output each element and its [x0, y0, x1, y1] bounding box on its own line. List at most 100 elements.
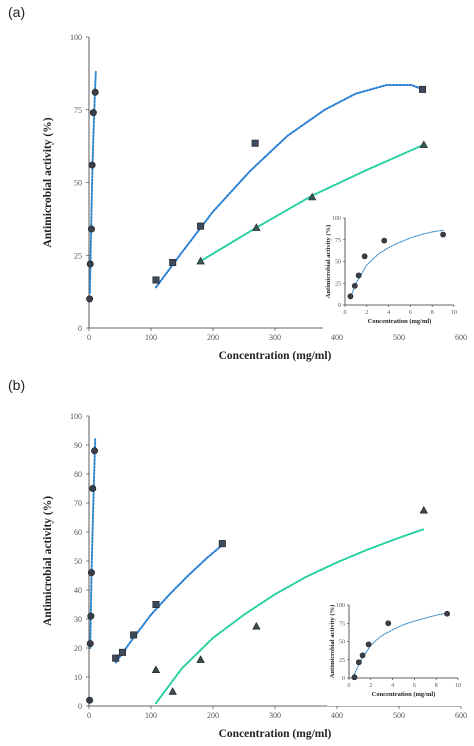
inset-y-axis-title: Antimicrobial activity (%): [325, 225, 332, 299]
x-tick-label: 0: [87, 333, 91, 342]
y-tick-label: 40: [74, 586, 82, 595]
y-tick-label: 10: [74, 673, 82, 682]
data-point: [169, 259, 177, 267]
x-tick-label: 10: [451, 310, 457, 316]
y-tick-label: 50: [74, 179, 82, 188]
x-tick-label: 400: [331, 711, 343, 720]
y-tick-label: 75: [335, 238, 341, 244]
x-tick-label: 600: [455, 333, 467, 342]
data-point: [86, 640, 94, 648]
data-point: [444, 610, 450, 617]
x-tick-label: 4: [391, 683, 394, 689]
y-tick-label: 50: [335, 260, 341, 266]
data-point: [197, 222, 205, 230]
x-tick-label: 500: [393, 333, 405, 342]
trend-line: [114, 544, 224, 664]
x-tick-label: 400: [331, 333, 343, 342]
x-tick-label: 300: [269, 333, 281, 342]
data-point: [91, 88, 99, 96]
chart-panel-b: (b) 0 100 200 300 400 500 600 0 10 20 30 40 50 60 70 80…: [0, 373, 474, 746]
y-tick-label: 25: [339, 658, 345, 664]
x-tick-label: 100: [145, 711, 157, 720]
y-tick-label: 100: [70, 412, 82, 421]
data-point: [251, 139, 259, 147]
data-point: [89, 109, 97, 117]
trend-line: [349, 229, 444, 299]
data-point: [87, 225, 95, 233]
y-axis-title: Antimicrobial activity (%): [42, 496, 54, 626]
data-point: [86, 295, 94, 303]
trend-line: [353, 612, 448, 675]
y-tick-label: 0: [78, 324, 82, 333]
inset-x-axis-title: Concentration (mg/ml): [368, 318, 432, 325]
x-tick-label: 0: [344, 310, 347, 316]
data-point: [86, 260, 94, 268]
x-tick-label: 200: [207, 711, 219, 720]
x-tick-label: 500: [393, 711, 405, 720]
trend-line: [155, 84, 424, 289]
data-point: [365, 641, 372, 648]
data-point: [252, 621, 261, 630]
inset-background: [327, 599, 466, 706]
x-tick-label: 300: [269, 711, 281, 720]
data-point: [355, 272, 362, 279]
data-point: [308, 192, 317, 201]
y-tick-label: 75: [339, 621, 345, 627]
x-tick-label: 0: [87, 711, 91, 720]
y-tick-label: 70: [74, 499, 82, 508]
trend-line: [89, 438, 97, 649]
inset-y-axis-title: Antimicrobial activity (%): [329, 605, 336, 679]
data-point: [440, 231, 446, 238]
y-tick-label: 60: [74, 528, 82, 537]
data-point: [86, 696, 94, 704]
data-point: [89, 485, 97, 493]
x-tick-label: 200: [207, 333, 219, 342]
x-tick-label: 8: [431, 310, 434, 316]
x-tick-label: 600: [455, 711, 467, 720]
x-tick-label: 4: [387, 310, 390, 316]
data-point: [112, 654, 120, 662]
x-tick-label: 6: [413, 683, 416, 689]
data-point: [196, 655, 205, 663]
y-tick-label: 0: [338, 303, 341, 309]
data-point: [151, 665, 161, 673]
data-point: [351, 674, 358, 681]
y-tick-label: 100: [336, 603, 345, 609]
y-tick-label: 50: [339, 640, 345, 646]
data-point: [381, 237, 388, 244]
data-point: [419, 85, 427, 93]
x-tick-label: 10: [455, 683, 461, 689]
data-point: [218, 540, 226, 548]
data-point: [355, 659, 362, 666]
panel-label: (b): [8, 377, 26, 393]
chart-svg-b: 0 100 200 300 400 500 600010203040506070809010…: [42, 412, 467, 740]
data-point: [347, 293, 354, 300]
data-point: [196, 256, 205, 265]
x-axis-title: Concentration (mg/ml): [219, 350, 332, 362]
data-point: [361, 253, 368, 260]
data-point: [252, 223, 261, 231]
data-point: [118, 648, 126, 656]
x-axis-title: Concentration (mg/ml): [219, 728, 332, 740]
y-tick-label: 50: [74, 557, 82, 566]
data-point: [419, 140, 428, 148]
data-point: [359, 652, 366, 659]
y-tick-label: 0: [78, 702, 82, 711]
data-point: [168, 687, 177, 695]
inset-background: [323, 212, 462, 333]
data-point: [91, 447, 99, 455]
x-tick-label: 2: [365, 310, 368, 316]
y-tick-label: 25: [74, 251, 82, 260]
y-tick-label: 80: [74, 470, 82, 479]
data-point: [87, 569, 95, 577]
trend-line: [155, 528, 425, 705]
data-point: [130, 631, 138, 639]
inset-x-axis-title: Concentration (mg/ml): [372, 691, 436, 698]
data-point: [385, 620, 392, 627]
x-tick-label: 2: [369, 683, 372, 689]
y-tick-label: 30: [74, 615, 82, 624]
x-tick-label: 8: [435, 683, 438, 689]
y-tick-label: 0: [342, 676, 345, 682]
chart-svg-a: 0 100 200 300 400 500 6000255075100Concentrati…: [42, 33, 467, 362]
trend-line: [88, 70, 97, 295]
